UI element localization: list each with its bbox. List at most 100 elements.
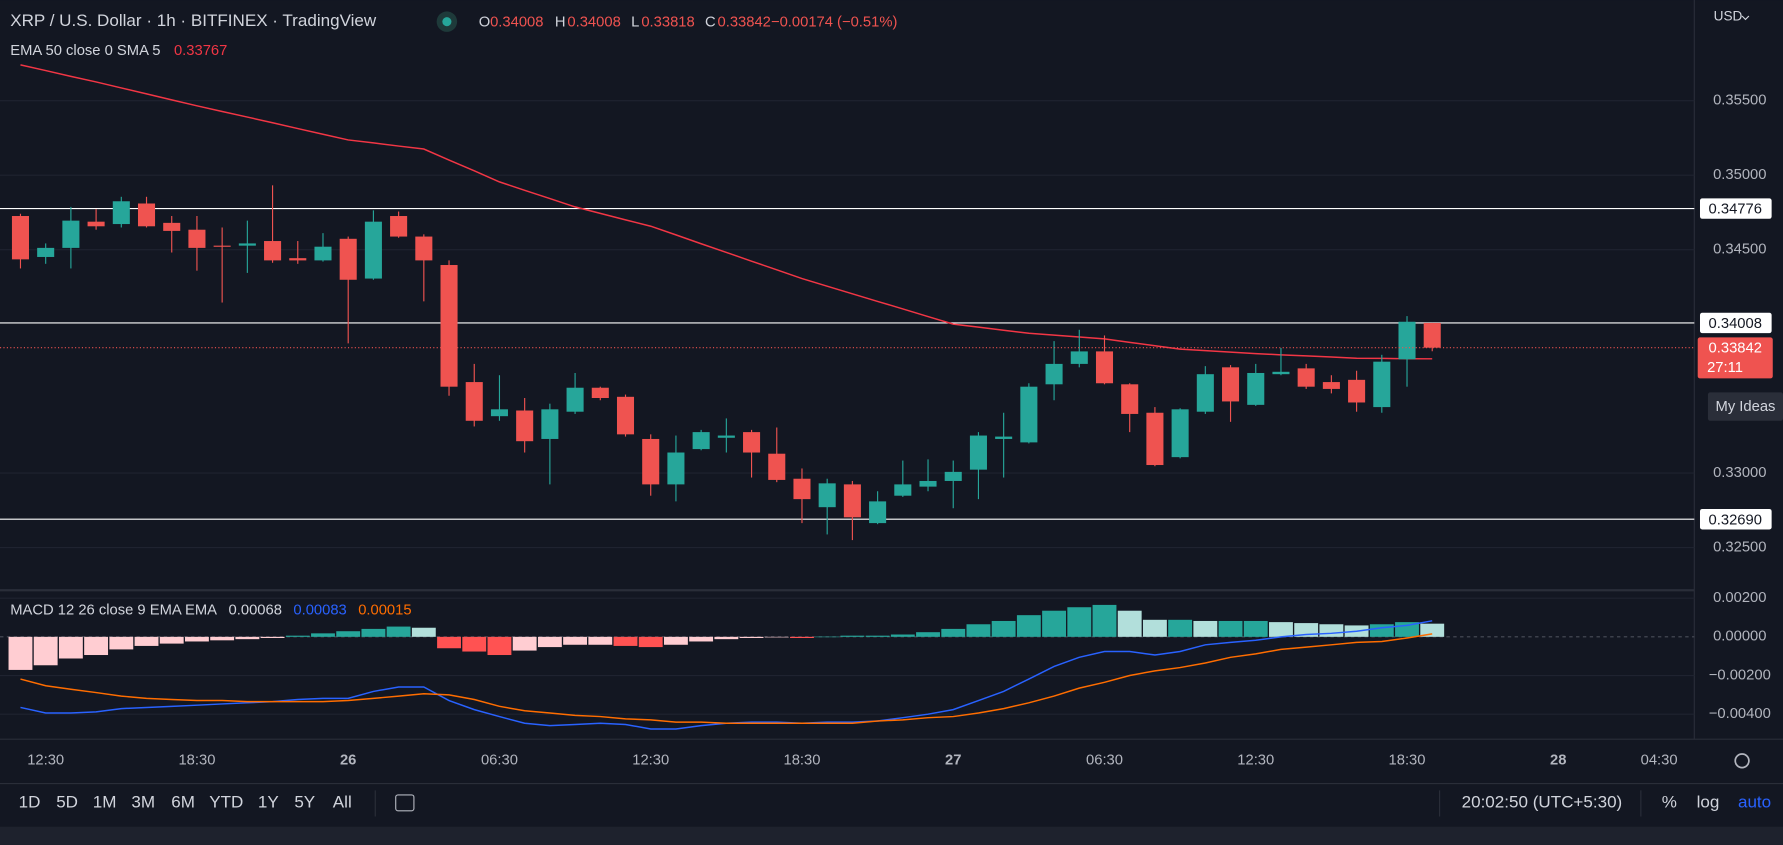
candle-body [465,382,483,421]
macd-histogram-bar [1218,620,1243,637]
y-tick-label: 0.35000 [1713,167,1766,183]
candle-body [188,229,206,248]
macd-histogram-bar [563,636,588,645]
period-button[interactable]: All [333,792,352,811]
y-tick-label: 0.35500 [1713,93,1766,109]
candle-body [1095,351,1114,384]
macd-histogram-bar [1067,607,1092,637]
candle-body [1322,382,1340,389]
ema-legend: EMA 50 close 0 SMA 5 [10,43,160,59]
candle-body [541,409,559,439]
candle-body [62,220,80,248]
chart-title: XRP / U.S. Dollar · 1h · BITFINEX · Trad… [10,11,377,30]
period-button[interactable]: 1Y [258,792,279,811]
level-label-box [1699,509,1772,530]
candle-body [415,236,433,261]
log-toggle[interactable]: log [1697,792,1720,811]
candle-body [1247,372,1265,405]
ema-line [20,64,1433,360]
period-button[interactable]: 6M [171,792,195,811]
x-tick-label: 12:30 [1237,753,1274,769]
macd-histogram-bar [1294,623,1319,637]
macd-histogram-bar [1016,615,1041,637]
candle-body [87,221,105,227]
macd-line [20,633,1433,725]
macd-histogram-bar [1168,619,1193,637]
settings-icon[interactable] [1734,753,1750,769]
currency[interactable]: USD [1714,9,1743,24]
macd-histogram-bar [991,620,1016,637]
open-value: 0.34008 [490,15,543,31]
candle-body [1423,322,1441,348]
candle-body [692,432,710,450]
macd-hist-value: 0.00068 [229,603,282,619]
candle-body [390,216,408,237]
macd-histogram-bar [512,636,537,651]
period-button[interactable]: YTD [209,792,243,811]
macd-histogram-bar [411,627,436,637]
signal-value: 0.00015 [358,603,411,619]
macd-value: 0.00083 [293,603,346,619]
candle-body [869,501,887,524]
macd-histogram-bar [1117,610,1142,637]
ohlc-letter: O [479,15,490,31]
macd-histogram-bar [1420,623,1445,637]
y-tick-label: −0.00400 [1709,706,1771,722]
candle-body [591,387,609,399]
date-range-icon[interactable] [395,794,415,812]
close-value: 0.33842 [718,15,771,31]
macd-histogram-bar [588,636,613,645]
candle-body [490,409,508,417]
y-tick-label: −0.00200 [1709,667,1771,683]
my-ideas-label[interactable]: My Ideas [1716,399,1776,415]
candle-body [1373,361,1391,408]
y-tick-label: 0.34500 [1713,242,1766,258]
macd-histogram-bar [638,636,663,648]
clock[interactable]: 20:02:50 (UTC+5:30) [1462,792,1623,811]
x-tick-label: 18:30 [783,753,820,769]
level-label: 0.34776 [1709,202,1762,218]
candle-body [1070,351,1088,364]
period-button[interactable]: 1D [19,792,41,811]
y-tick-label: 0.33000 [1713,465,1766,481]
period-button[interactable]: 5D [56,792,78,811]
candle-body [339,238,357,280]
candle-body [1222,367,1240,402]
candle-body [1146,412,1164,466]
ohlc-letter: H [555,15,566,31]
candle-body [137,203,156,227]
y-tick-label: 0.32500 [1713,539,1766,555]
last-price-label: 0.33842 [1709,341,1762,357]
period-button[interactable]: 3M [131,792,155,811]
macd-histogram-bar [1243,620,1268,637]
macd-histogram-bar [235,636,260,640]
candle-body [238,243,256,246]
macd-histogram-bar [966,624,991,637]
x-tick-label: 12:30 [632,753,669,769]
x-tick-label: 28 [1550,753,1566,769]
my-ideas-button[interactable] [1707,392,1783,421]
y-tick-label: 0.00000 [1713,629,1766,645]
candle-body [516,410,534,442]
x-tick-label: 04:30 [1641,753,1678,769]
candle-body [1020,386,1038,443]
macd-histogram-bar [1042,610,1067,637]
candle-body [289,258,307,261]
macd-histogram-bar [386,626,411,637]
candle-body [919,480,937,487]
y-tick-label: 0.00200 [1713,590,1766,606]
macd-histogram-bar [815,636,840,638]
candle-body [314,246,332,261]
auto-toggle[interactable]: auto [1738,792,1771,811]
candle-body [843,484,861,518]
candle-body [163,222,181,231]
period-button[interactable]: 1M [93,792,117,811]
percent-toggle[interactable]: % [1662,792,1677,811]
macd-histogram-bar [210,636,235,641]
candle-body [793,478,811,500]
period-button[interactable]: 5Y [294,792,315,811]
candle-body [1398,321,1416,360]
macd-histogram-bar [8,636,33,670]
